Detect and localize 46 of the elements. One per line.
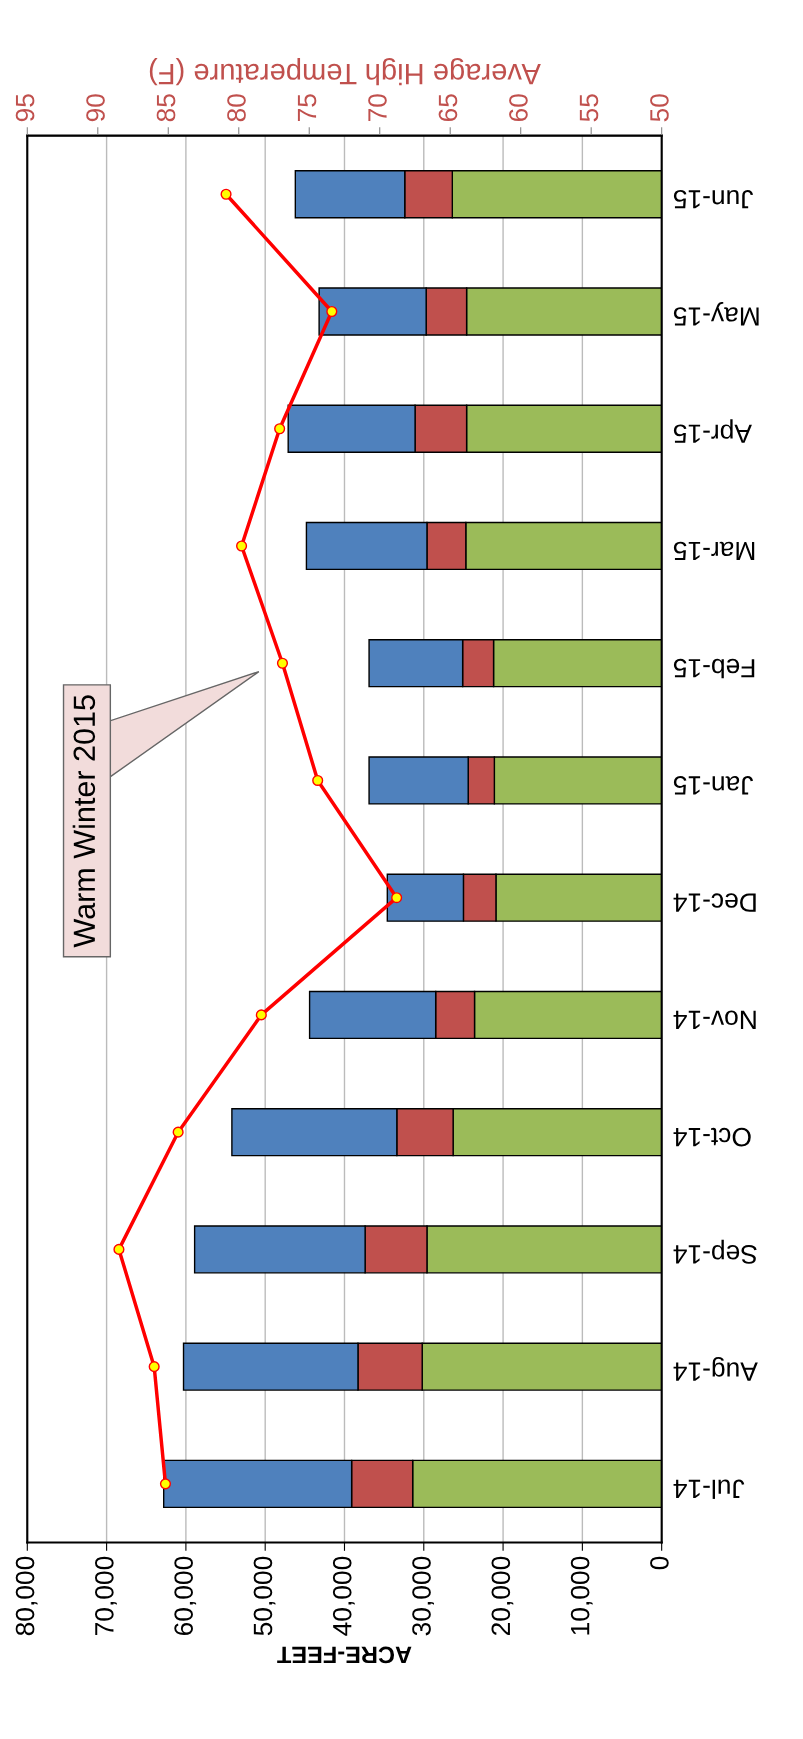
point [236, 540, 248, 552]
point [148, 1361, 160, 1373]
annotation: Warm Winter 2015 [72, 695, 96, 948]
x2-tick-label: 90 [86, 94, 105, 122]
point [391, 892, 403, 904]
x2-tick-label: 95 [15, 94, 35, 122]
point [276, 657, 289, 669]
y-tick-label: Mar-15 [673, 541, 755, 561]
point [312, 774, 324, 787]
x2-tick-label: 65 [438, 94, 458, 122]
y-tick-label: Aug-14 [673, 1357, 758, 1381]
point [172, 1126, 184, 1138]
x-tick-label: 50,000 [253, 1556, 276, 1636]
y-tick-label: Oct-14 [673, 1127, 751, 1147]
x-tick-label: 10,000 [570, 1556, 593, 1635]
x-tick-label: 40,000 [332, 1556, 355, 1636]
y-tick-label: Apr-15 [673, 419, 752, 443]
point [274, 423, 286, 435]
y-tick-label: Jan-15 [673, 776, 754, 795]
y-tick-label: Feb-15 [673, 658, 755, 679]
x2-tick-label: 50 [650, 94, 669, 122]
x2-tick-label: 85 [156, 94, 176, 122]
x-tick-label: 0 [650, 1556, 669, 1570]
x2-tick-label: 80 [227, 94, 246, 122]
y-tick-label: Sep-14 [673, 1239, 757, 1264]
point [220, 188, 232, 200]
x-tick-label: 60,000 [174, 1556, 197, 1636]
point [255, 1009, 267, 1021]
y-tick-label: Dec-14 [673, 893, 756, 912]
y-tick-label: Nov-14 [673, 1010, 756, 1029]
y-tick-label: Jun-15 [673, 189, 754, 209]
point [113, 1243, 125, 1255]
x-tick-label: 70,000 [95, 1556, 117, 1636]
y-tick-label: Jul-14 [673, 1479, 745, 1499]
x-tick-label: 80,000 [15, 1556, 38, 1636]
x2-tick-label: 70 [368, 94, 387, 122]
x-tick-label: 30,000 [412, 1556, 434, 1636]
point [326, 305, 338, 318]
x-axis-title: ACRE-FEET [277, 1646, 412, 1664]
x2-tick-label: 75 [297, 94, 317, 122]
point [159, 1478, 172, 1490]
x2-axis-title: Average High Temperature (F) [149, 58, 541, 86]
y-tick-label: May-15 [673, 301, 759, 326]
x2-tick-label: 60 [509, 94, 528, 122]
x2-tick-label: 55 [579, 94, 599, 122]
x-tick-label: 20,000 [491, 1556, 514, 1636]
